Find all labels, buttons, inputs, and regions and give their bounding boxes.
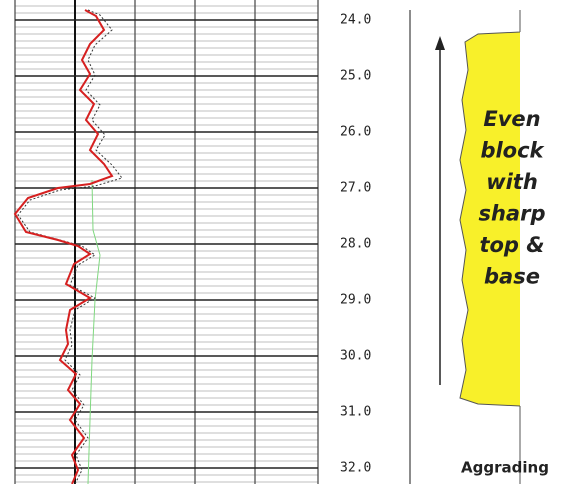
green-curve [87,179,101,484]
annotation-line: with [486,170,538,194]
depth-labels: 24.0 25.0 26.0 27.0 28.0 29.0 30.0 31.0 32.0 [340,13,371,476]
black-dashed-curve [17,9,123,484]
block-edge [520,32,524,406]
annotation-line: block [480,139,545,163]
annotation-line: base [484,265,540,289]
depth-label: 32.0 [340,461,371,476]
annotation-line: sharp [478,202,545,226]
annotation-line: top & [479,233,544,257]
annotation-line: Even [483,107,540,131]
yellow-block [459,10,521,484]
annotation: Even block with sharp top & base [478,107,545,289]
caption: Aggrading [461,459,549,477]
depth-label: 30.0 [340,349,371,364]
depth-label: 24.0 [340,13,371,28]
depth-label: 29.0 [340,293,371,308]
depth-label: 31.0 [340,405,371,420]
log-track-grid [14,0,319,484]
depth-label: 26.0 [340,125,371,140]
depth-label: 28.0 [340,237,371,252]
arrow-head [435,36,445,50]
depth-label: 27.0 [340,181,371,196]
red-curve [13,9,114,484]
depth-label: 25.0 [340,69,371,84]
